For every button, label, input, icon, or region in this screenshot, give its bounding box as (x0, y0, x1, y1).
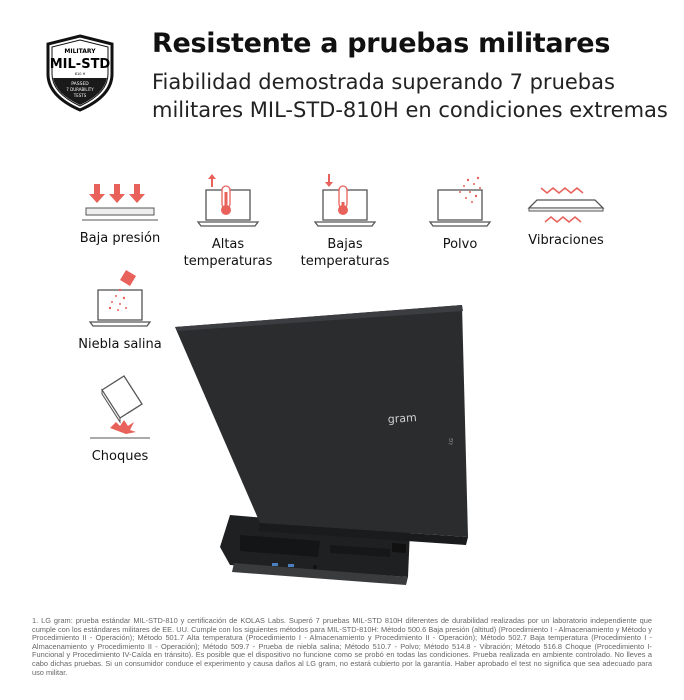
svg-text:7 DURABILITY: 7 DURABILITY (66, 87, 94, 92)
low-pressure-icon (82, 184, 158, 221)
feature-high-temperature: Altas temperaturas (168, 170, 288, 270)
svg-text:PASSED: PASSED (71, 81, 89, 87)
legal-footnote: 1. LG gram: prueba estándar MIL-STD-810 … (32, 616, 652, 677)
vibration-icon (527, 187, 605, 223)
svg-text:TESTS: TESTS (73, 93, 87, 98)
feature-label: Choques (91, 449, 149, 464)
feature-label: Altas temperaturas (183, 237, 273, 269)
feature-dust: Polvo (400, 170, 520, 253)
page-title: Resistente a pruebas militares (152, 28, 611, 59)
high-temperature-icon (196, 174, 260, 227)
svg-text:MILITARY: MILITARY (64, 48, 96, 55)
subtitle-line: militares MIL-STD-810H en condiciones ex… (152, 98, 668, 122)
feature-label: Niebla salina (78, 337, 162, 352)
mil-std-badge-icon: MILITARY MIL-STD 810 H PASSED 7 DURABILI… (46, 34, 114, 112)
feature-shock: Choques (60, 372, 180, 465)
page-subtitle: Fiabilidad demostrada superando 7 prueba… (152, 68, 672, 124)
feature-salt-fog: Niebla salina (60, 268, 180, 353)
shock-icon (90, 375, 150, 439)
svg-text:810 H: 810 H (75, 72, 86, 76)
feature-label: Bajas temperaturas (300, 237, 390, 269)
svg-text:MIL-STD: MIL-STD (50, 57, 111, 72)
feature-label: Baja presión (79, 231, 161, 246)
gram-logo: gram (387, 411, 417, 426)
dust-icon (428, 176, 492, 227)
low-temperature-icon (313, 174, 377, 227)
feature-low-temperature: Bajas temperaturas (285, 170, 405, 270)
feature-vibration: Vibraciones (506, 182, 626, 249)
feature-label: Polvo (442, 237, 478, 252)
svg-text:LG: LG (448, 438, 455, 446)
feature-low-pressure: Baja presión (60, 180, 180, 247)
salt-fog-icon (88, 270, 152, 327)
feature-label: Vibraciones (528, 233, 604, 248)
laptop-image: gram LG (175, 305, 468, 585)
subtitle-line: Fiabilidad demostrada superando 7 prueba… (152, 70, 615, 94)
